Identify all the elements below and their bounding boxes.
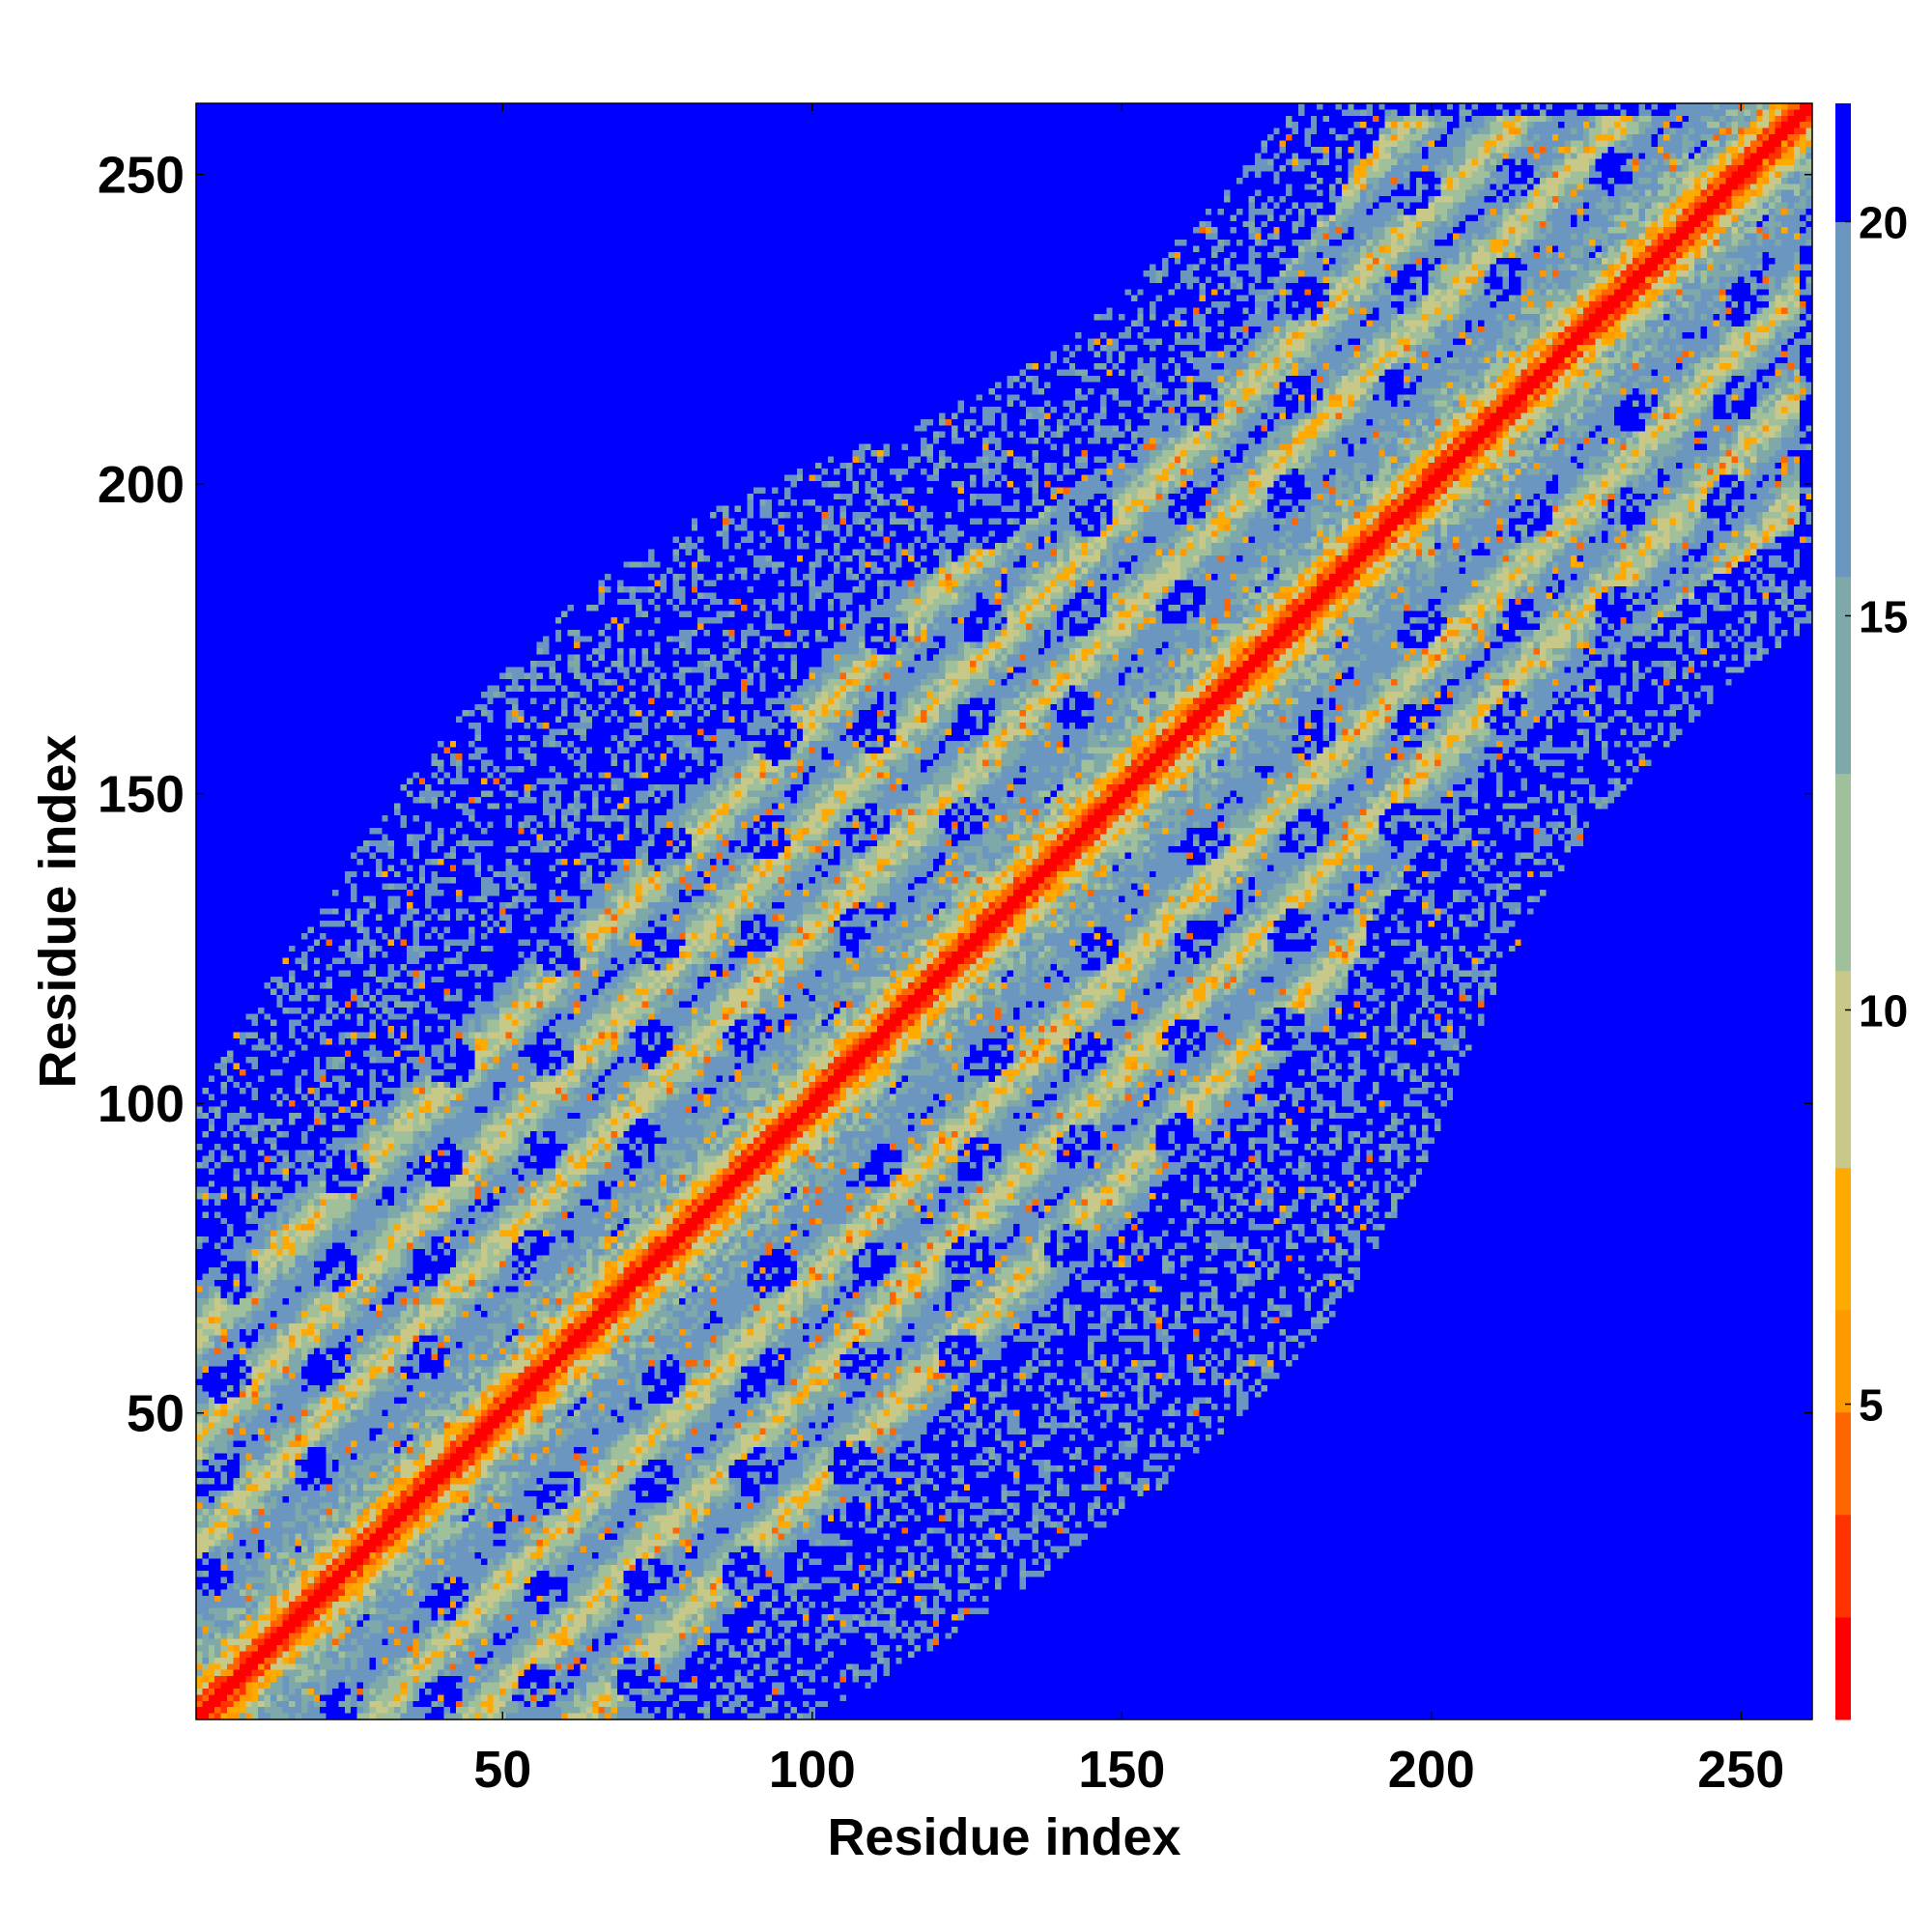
colorbar-tick-label: 5 [1859, 1380, 1884, 1431]
colorbar-segment [1835, 1616, 1851, 1720]
colorbar-segment [1835, 576, 1851, 775]
colorbar-tick-label: 15 [1859, 591, 1908, 641]
x-tick-label: 100 [769, 1741, 856, 1799]
plot-frame [195, 102, 1813, 1720]
colorbar-segment [1835, 1514, 1851, 1618]
x-tick-label: 150 [1078, 1741, 1165, 1799]
y-tick-label: 250 [98, 147, 185, 205]
y-tick-label: 150 [98, 766, 185, 824]
x-axis-title: Residue index [827, 1808, 1180, 1866]
colorbar-segment [1835, 1167, 1851, 1311]
x-axis-ticks: 50 100 150 200 250 [473, 103, 1784, 1799]
colorbar-segment [1835, 1411, 1851, 1516]
y-axis-ticks: 50 100 150 200 250 [98, 147, 1812, 1443]
y-tick-label: 50 [127, 1385, 185, 1443]
colorbar-segment [1835, 773, 1851, 972]
colorbar-tick-label: 10 [1859, 986, 1908, 1037]
colorbar-segment [1835, 103, 1851, 222]
y-tick-label: 200 [98, 456, 185, 514]
y-axis-title: Residue index [29, 734, 87, 1088]
heatmap-matrix [196, 103, 1812, 1719]
x-tick-label: 250 [1697, 1741, 1784, 1799]
x-tick-label: 50 [473, 1741, 531, 1799]
colorbar-tick-label: 20 [1859, 197, 1908, 247]
x-tick-label: 200 [1388, 1741, 1475, 1799]
y-tick-label: 100 [98, 1075, 185, 1133]
colorbar-segment [1835, 970, 1851, 1169]
heatmap-cells [196, 103, 1812, 1719]
colorbar: 5 10 15 20 [1835, 103, 1908, 1720]
colorbar-segment [1835, 1309, 1851, 1413]
colorbar-segment [1835, 221, 1851, 578]
